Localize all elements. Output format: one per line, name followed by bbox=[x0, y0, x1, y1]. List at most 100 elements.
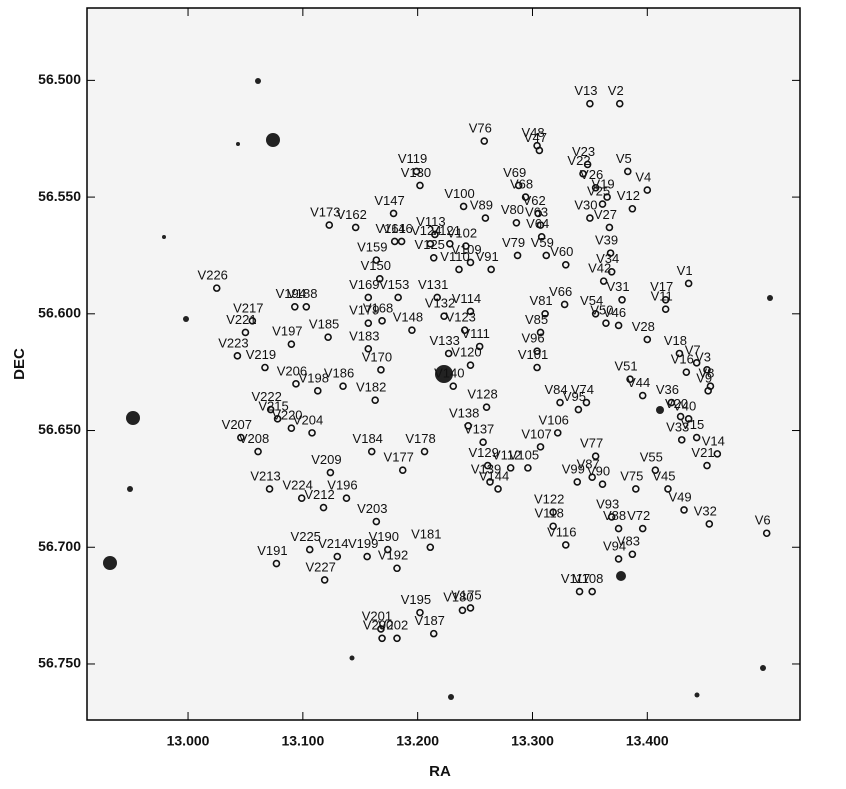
star-marker bbox=[466, 361, 475, 369]
star-label: V119 bbox=[398, 151, 427, 166]
star-label: V114 bbox=[452, 291, 481, 306]
star-label: V128 bbox=[467, 387, 497, 402]
star-marker bbox=[459, 202, 468, 211]
star-label: V182 bbox=[356, 380, 386, 395]
star-label: V207 bbox=[222, 417, 252, 432]
star-label: V209 bbox=[311, 452, 341, 467]
star-marker bbox=[560, 300, 569, 309]
star-marker bbox=[351, 223, 360, 232]
star-marker bbox=[333, 552, 342, 561]
star-label: V83 bbox=[617, 534, 640, 549]
star-marker bbox=[677, 436, 686, 444]
star bbox=[103, 556, 117, 570]
y-tick-label: 56.750 bbox=[38, 655, 81, 671]
star-marker bbox=[482, 403, 491, 411]
star-label: V14 bbox=[702, 433, 725, 448]
star-marker bbox=[371, 396, 379, 404]
star-label: V6 bbox=[755, 513, 771, 528]
star bbox=[656, 406, 664, 414]
star-marker bbox=[458, 606, 467, 615]
star-label: V62 bbox=[523, 193, 546, 208]
star-marker bbox=[588, 587, 596, 596]
star-marker bbox=[433, 293, 441, 302]
star-marker bbox=[667, 398, 676, 407]
x-tick-label: 13.400 bbox=[626, 733, 669, 749]
star-label: V11 bbox=[651, 289, 673, 304]
star-marker bbox=[524, 464, 532, 472]
star-marker bbox=[389, 209, 398, 218]
star-label: V147 bbox=[374, 193, 404, 208]
star-label: V26 bbox=[580, 167, 603, 182]
star-marker bbox=[466, 604, 475, 612]
star-marker bbox=[556, 398, 564, 407]
star-label: V23 bbox=[572, 144, 595, 159]
star-marker bbox=[591, 310, 600, 318]
star-label: V69 bbox=[503, 165, 526, 180]
star-label: V153 bbox=[379, 277, 409, 292]
star-label: V75 bbox=[620, 468, 643, 483]
star-label: V66 bbox=[549, 284, 572, 299]
star-label: V109 bbox=[451, 242, 481, 257]
star-marker bbox=[605, 223, 614, 232]
star-marker bbox=[466, 258, 475, 267]
star-marker bbox=[377, 366, 385, 374]
y-tick-label: 56.550 bbox=[38, 188, 81, 204]
star-label: V121 bbox=[431, 223, 461, 238]
star-marker bbox=[308, 429, 316, 437]
star-label: V81 bbox=[530, 293, 553, 308]
star-label: V132 bbox=[425, 296, 455, 311]
star-marker bbox=[475, 342, 484, 351]
star-marker bbox=[684, 279, 693, 288]
star-marker bbox=[664, 485, 672, 493]
star-marker bbox=[464, 422, 472, 430]
star-label: V8 bbox=[698, 366, 714, 381]
star-label: V191 bbox=[257, 543, 287, 558]
star-marker bbox=[372, 517, 381, 526]
star-label: V219 bbox=[246, 347, 276, 362]
star-marker bbox=[325, 221, 334, 229]
star bbox=[349, 655, 355, 661]
star-marker bbox=[549, 508, 557, 517]
star-label: V89 bbox=[470, 198, 493, 213]
star-label: V146 bbox=[382, 221, 412, 236]
star-marker bbox=[521, 193, 530, 201]
star-marker bbox=[586, 214, 594, 222]
x-tick-label: 13.200 bbox=[396, 733, 439, 749]
star-label: V144 bbox=[479, 468, 509, 483]
star-marker bbox=[643, 186, 652, 194]
star-marker bbox=[460, 326, 469, 334]
star-marker bbox=[241, 328, 250, 337]
star-marker bbox=[483, 461, 492, 470]
star-label: V19 bbox=[592, 177, 615, 192]
star-label: V179 bbox=[349, 303, 379, 318]
star-marker bbox=[628, 204, 637, 213]
star-label: V122 bbox=[534, 492, 564, 507]
star-marker bbox=[237, 433, 245, 442]
star bbox=[760, 665, 766, 671]
star-label: V94 bbox=[603, 538, 626, 553]
star-marker bbox=[579, 169, 587, 178]
star-label: V84 bbox=[544, 382, 567, 397]
star-label: V4 bbox=[635, 170, 651, 185]
star-label: V140 bbox=[434, 366, 464, 381]
star-label: V224 bbox=[283, 478, 313, 493]
star-label: V150 bbox=[361, 258, 391, 273]
star-marker bbox=[398, 466, 407, 475]
star-marker bbox=[377, 625, 385, 633]
star-marker bbox=[675, 349, 684, 358]
star-marker bbox=[212, 284, 221, 292]
star-marker bbox=[287, 340, 296, 348]
star-label: V76 bbox=[469, 120, 492, 135]
star-label: V178 bbox=[405, 431, 435, 446]
star-marker bbox=[254, 447, 262, 456]
star-marker bbox=[591, 183, 600, 192]
star-label: V12 bbox=[617, 188, 640, 203]
star-label: V74 bbox=[571, 382, 594, 397]
star-label: V106 bbox=[539, 412, 569, 427]
star-marker bbox=[506, 464, 515, 472]
star-label: V131 bbox=[418, 277, 448, 292]
star-label: V27 bbox=[594, 207, 617, 222]
star bbox=[448, 694, 454, 700]
star-marker bbox=[536, 443, 545, 451]
